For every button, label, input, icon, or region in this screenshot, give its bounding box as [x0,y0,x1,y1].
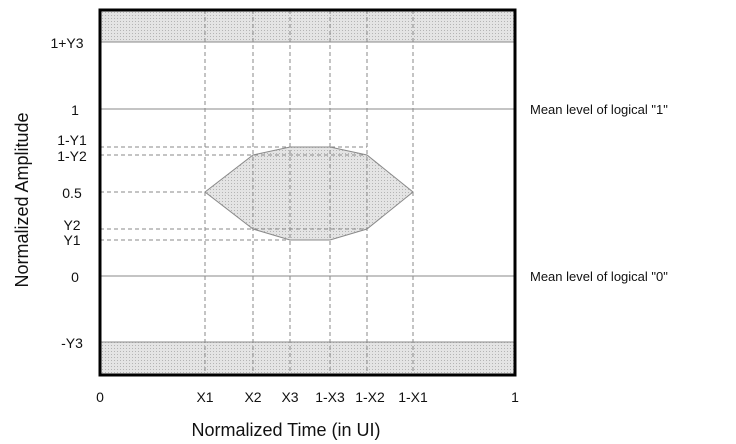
mean-one-annotation: Mean level of logical "1" [530,102,668,117]
vertical-gridlines [204,10,414,375]
lower-mask-region [100,342,515,375]
x-tick-label: 0 [96,389,104,405]
plot-frame [98,8,517,377]
x-tick-labels: 0 X1 X2 X3 1-X3 1-X2 1-X1 1 [96,389,519,405]
x-tick-label: 1 [511,389,519,405]
y-tick-label: 0.5 [62,185,82,201]
x-tick-label: X2 [244,389,261,405]
mean-zero-annotation: Mean level of logical "0" [530,269,668,284]
y-axis-title: Normalized Amplitude [12,112,32,287]
x-tick-label: 1-X2 [355,389,385,405]
y-tick-labels: 1+Y3 1 1-Y1 1-Y2 0.5 Y2 Y1 0 -Y3 [50,35,87,351]
x-tick-label: X3 [281,389,298,405]
horizontal-gridlines [100,41,515,343]
x-tick-label: 1-X3 [315,389,345,405]
y-tick-label: Y1 [63,232,80,248]
x-tick-label: X1 [196,389,213,405]
y-tick-label: 1-Y2 [57,148,87,164]
y-tick-label: -Y3 [61,335,83,351]
x-tick-label: 1-X1 [398,389,428,405]
y-tick-label: 1 [71,102,79,118]
eye-opening-hexagon [204,146,414,241]
y-tick-label: 1+Y3 [50,35,83,51]
x-axis-title: Normalized Time (in UI) [191,420,380,440]
y-tick-label: Y2 [63,217,80,233]
upper-mask-region [100,10,515,42]
y-tick-label: 1-Y1 [57,132,87,148]
y-tick-label: 0 [71,269,79,285]
